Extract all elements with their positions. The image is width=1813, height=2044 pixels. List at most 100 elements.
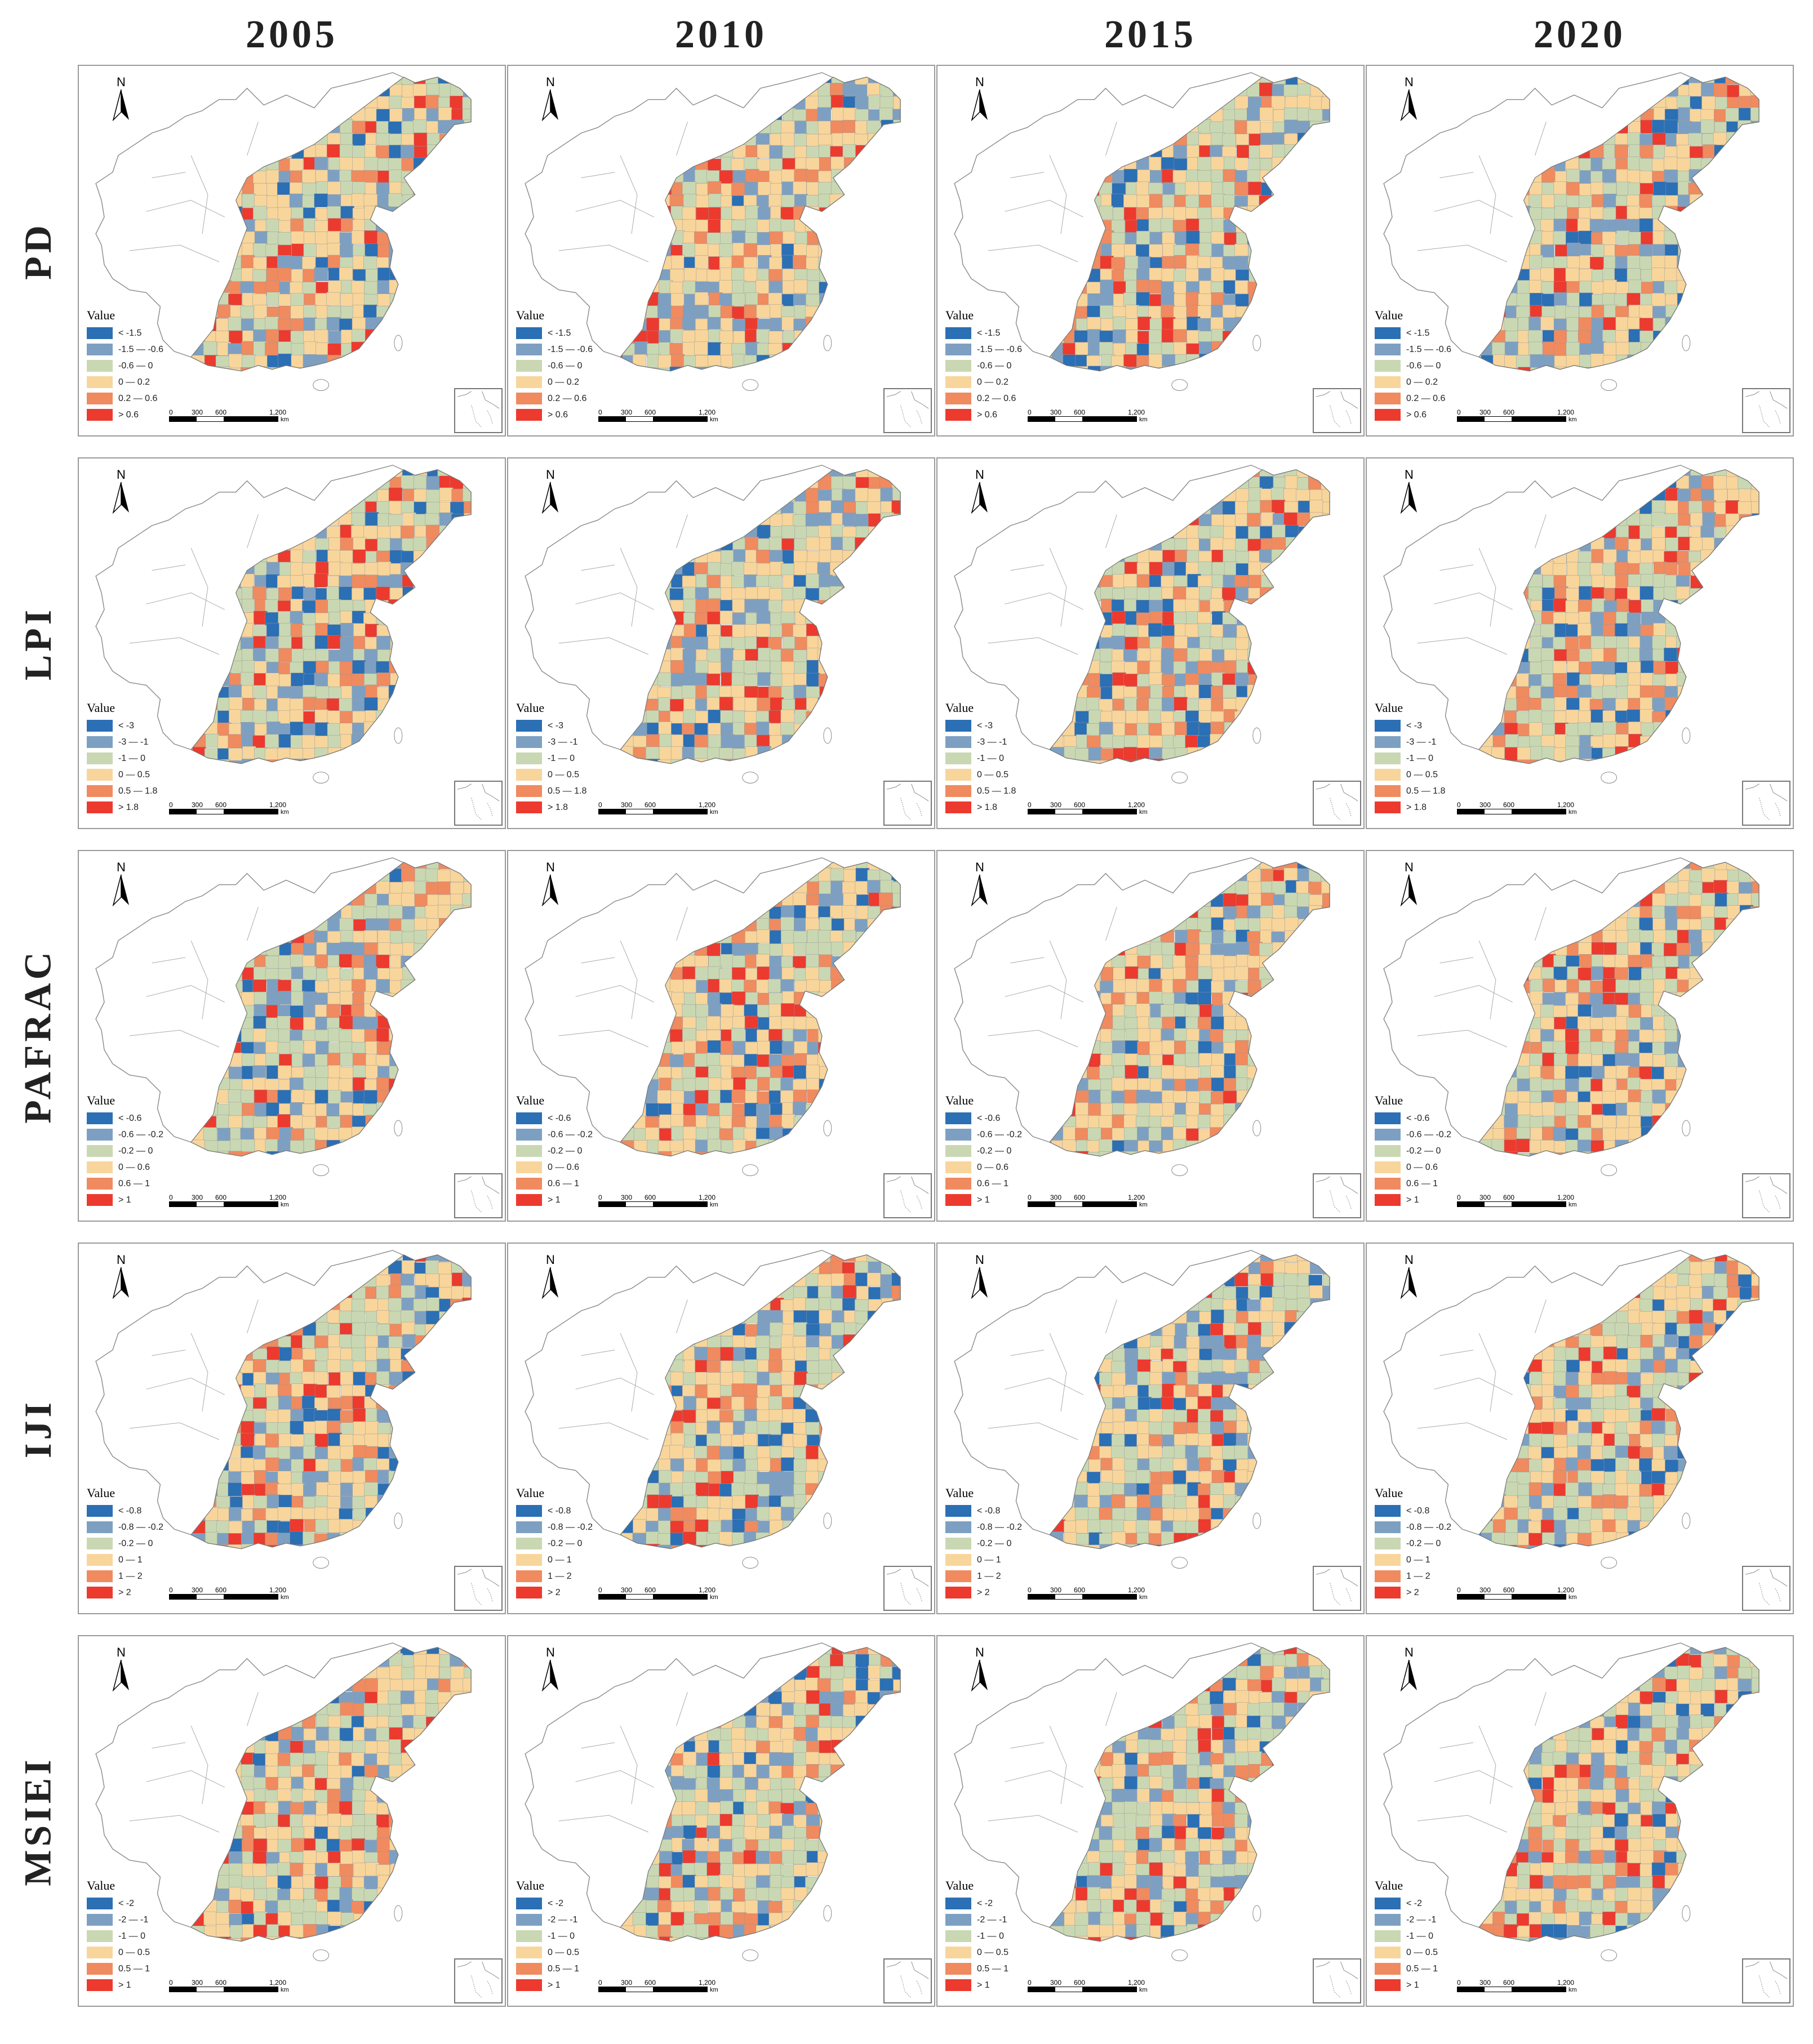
- prefecture-cell: [1309, 599, 1323, 614]
- prefecture-cell: [1322, 231, 1330, 246]
- prefecture-cell: [254, 282, 268, 296]
- prefecture-cell: [1211, 368, 1226, 371]
- prefecture-cell: [756, 368, 770, 371]
- prefecture-cell: [278, 341, 292, 355]
- prefecture-cell: [793, 181, 807, 195]
- prefecture-cell: [1210, 722, 1224, 736]
- prefecture-cell: [1726, 355, 1740, 369]
- prefecture-cell: [657, 354, 672, 369]
- island-shape: [1601, 379, 1618, 391]
- prefecture-cell: [438, 171, 452, 185]
- prefecture-cell: [414, 662, 428, 676]
- prefecture-cell: [365, 512, 379, 526]
- prefecture-cell: [1234, 317, 1248, 331]
- prefecture-cell: [461, 158, 472, 172]
- prefecture-cell: [476, 84, 489, 98]
- prefecture-cell: [1284, 230, 1298, 244]
- prefecture-cell: [806, 711, 820, 725]
- prefecture-cell: [302, 182, 316, 197]
- prefecture-cell: [1715, 367, 1729, 371]
- prefecture-cell: [1310, 331, 1325, 345]
- prefecture-cell: [252, 469, 267, 479]
- prefecture-cell: [1334, 698, 1348, 712]
- prefecture-cell: [1187, 538, 1201, 552]
- prefecture-cell: [1272, 84, 1286, 98]
- north-arrow-icon: [112, 89, 129, 122]
- prefecture-cell: [856, 231, 870, 246]
- prefecture-cell: [1136, 343, 1151, 357]
- prefecture-cell: [401, 760, 415, 764]
- north-arrow-icon: [112, 482, 129, 514]
- prefecture-cell: [881, 674, 895, 688]
- prefecture-cell: [1222, 355, 1236, 369]
- prefecture-cell: [1273, 722, 1287, 736]
- scale-bar-graphic: [598, 809, 708, 814]
- prefecture-cell: [1739, 561, 1754, 576]
- prefecture-cell: [1149, 231, 1163, 246]
- prefecture-cell: [1714, 599, 1728, 613]
- prefecture-cell: [633, 759, 647, 764]
- prefecture-cell: [314, 193, 328, 207]
- prefecture-cell: [1321, 612, 1330, 626]
- prefecture-cell: [1676, 586, 1690, 600]
- prefecture-cell: [1322, 207, 1330, 222]
- prefecture-cell: [1086, 735, 1101, 750]
- prefecture-cell: [463, 598, 472, 613]
- prefecture-cell: [1161, 477, 1175, 491]
- prefecture-cell: [1223, 341, 1237, 355]
- prefecture-cell: [1148, 219, 1162, 233]
- prefecture-cell: [831, 231, 846, 245]
- prefecture-cell: [1185, 562, 1199, 576]
- region-outline: [1049, 469, 1330, 764]
- prefecture-cell: [352, 587, 366, 602]
- prefecture-cell: [451, 158, 466, 172]
- prefecture-cell: [316, 562, 330, 576]
- prefecture-cell: [1700, 255, 1715, 270]
- prefecture-cell: [1627, 156, 1641, 171]
- prefecture-cell: [868, 674, 883, 688]
- prefecture-cell: [1260, 500, 1274, 514]
- prefecture-cell: [1235, 513, 1249, 528]
- prefecture-cell: [1309, 649, 1323, 663]
- prefecture-cell: [314, 329, 328, 344]
- prefecture-cell: [426, 537, 440, 551]
- prefecture-cell: [389, 501, 403, 515]
- prefecture-cell: [389, 145, 403, 159]
- prefecture-cell: [868, 611, 882, 625]
- scale-tick-label: 1,200: [269, 408, 287, 416]
- prefecture-cell: [1210, 746, 1224, 760]
- scale-unit: km: [1139, 416, 1148, 423]
- prefecture-cell: [1297, 537, 1311, 551]
- prefecture-cell: [1321, 562, 1330, 576]
- prefecture-cell: [1725, 500, 1740, 514]
- prefecture-cell: [756, 624, 770, 638]
- prefecture-cell: [720, 710, 734, 724]
- prefecture-cell: [1479, 477, 1482, 491]
- prefecture-cell: [351, 673, 366, 688]
- prefecture-cell: [290, 562, 304, 576]
- prefecture-cell: [438, 77, 452, 85]
- prefecture-cell: [1763, 563, 1776, 576]
- prefecture-cell: [1234, 501, 1249, 515]
- prefecture-cell: [1726, 170, 1740, 185]
- prefecture-cell: [1296, 342, 1311, 357]
- prefecture-cell: [707, 598, 721, 612]
- prefecture-cell: [278, 475, 293, 490]
- scale-bar-graphic: [1457, 416, 1566, 422]
- prefecture-cell: [1334, 159, 1347, 172]
- prefecture-cell: [1713, 232, 1728, 246]
- legend-item: 0 — 0.5: [87, 767, 157, 783]
- prefecture-cell: [1752, 331, 1759, 345]
- prefecture-cell: [229, 469, 243, 478]
- prefecture-cell: [706, 469, 721, 479]
- prefecture-cell: [1765, 233, 1778, 246]
- prefecture-cell: [657, 759, 672, 764]
- prefecture-cell: [1528, 586, 1542, 601]
- prefecture-cell: [782, 145, 796, 160]
- legend-label: -3 — -1: [118, 737, 149, 747]
- prefecture-cell: [388, 487, 403, 501]
- prefecture-cell: [451, 563, 465, 577]
- prefecture-cell: [353, 537, 367, 551]
- prefecture-cell: [401, 550, 415, 565]
